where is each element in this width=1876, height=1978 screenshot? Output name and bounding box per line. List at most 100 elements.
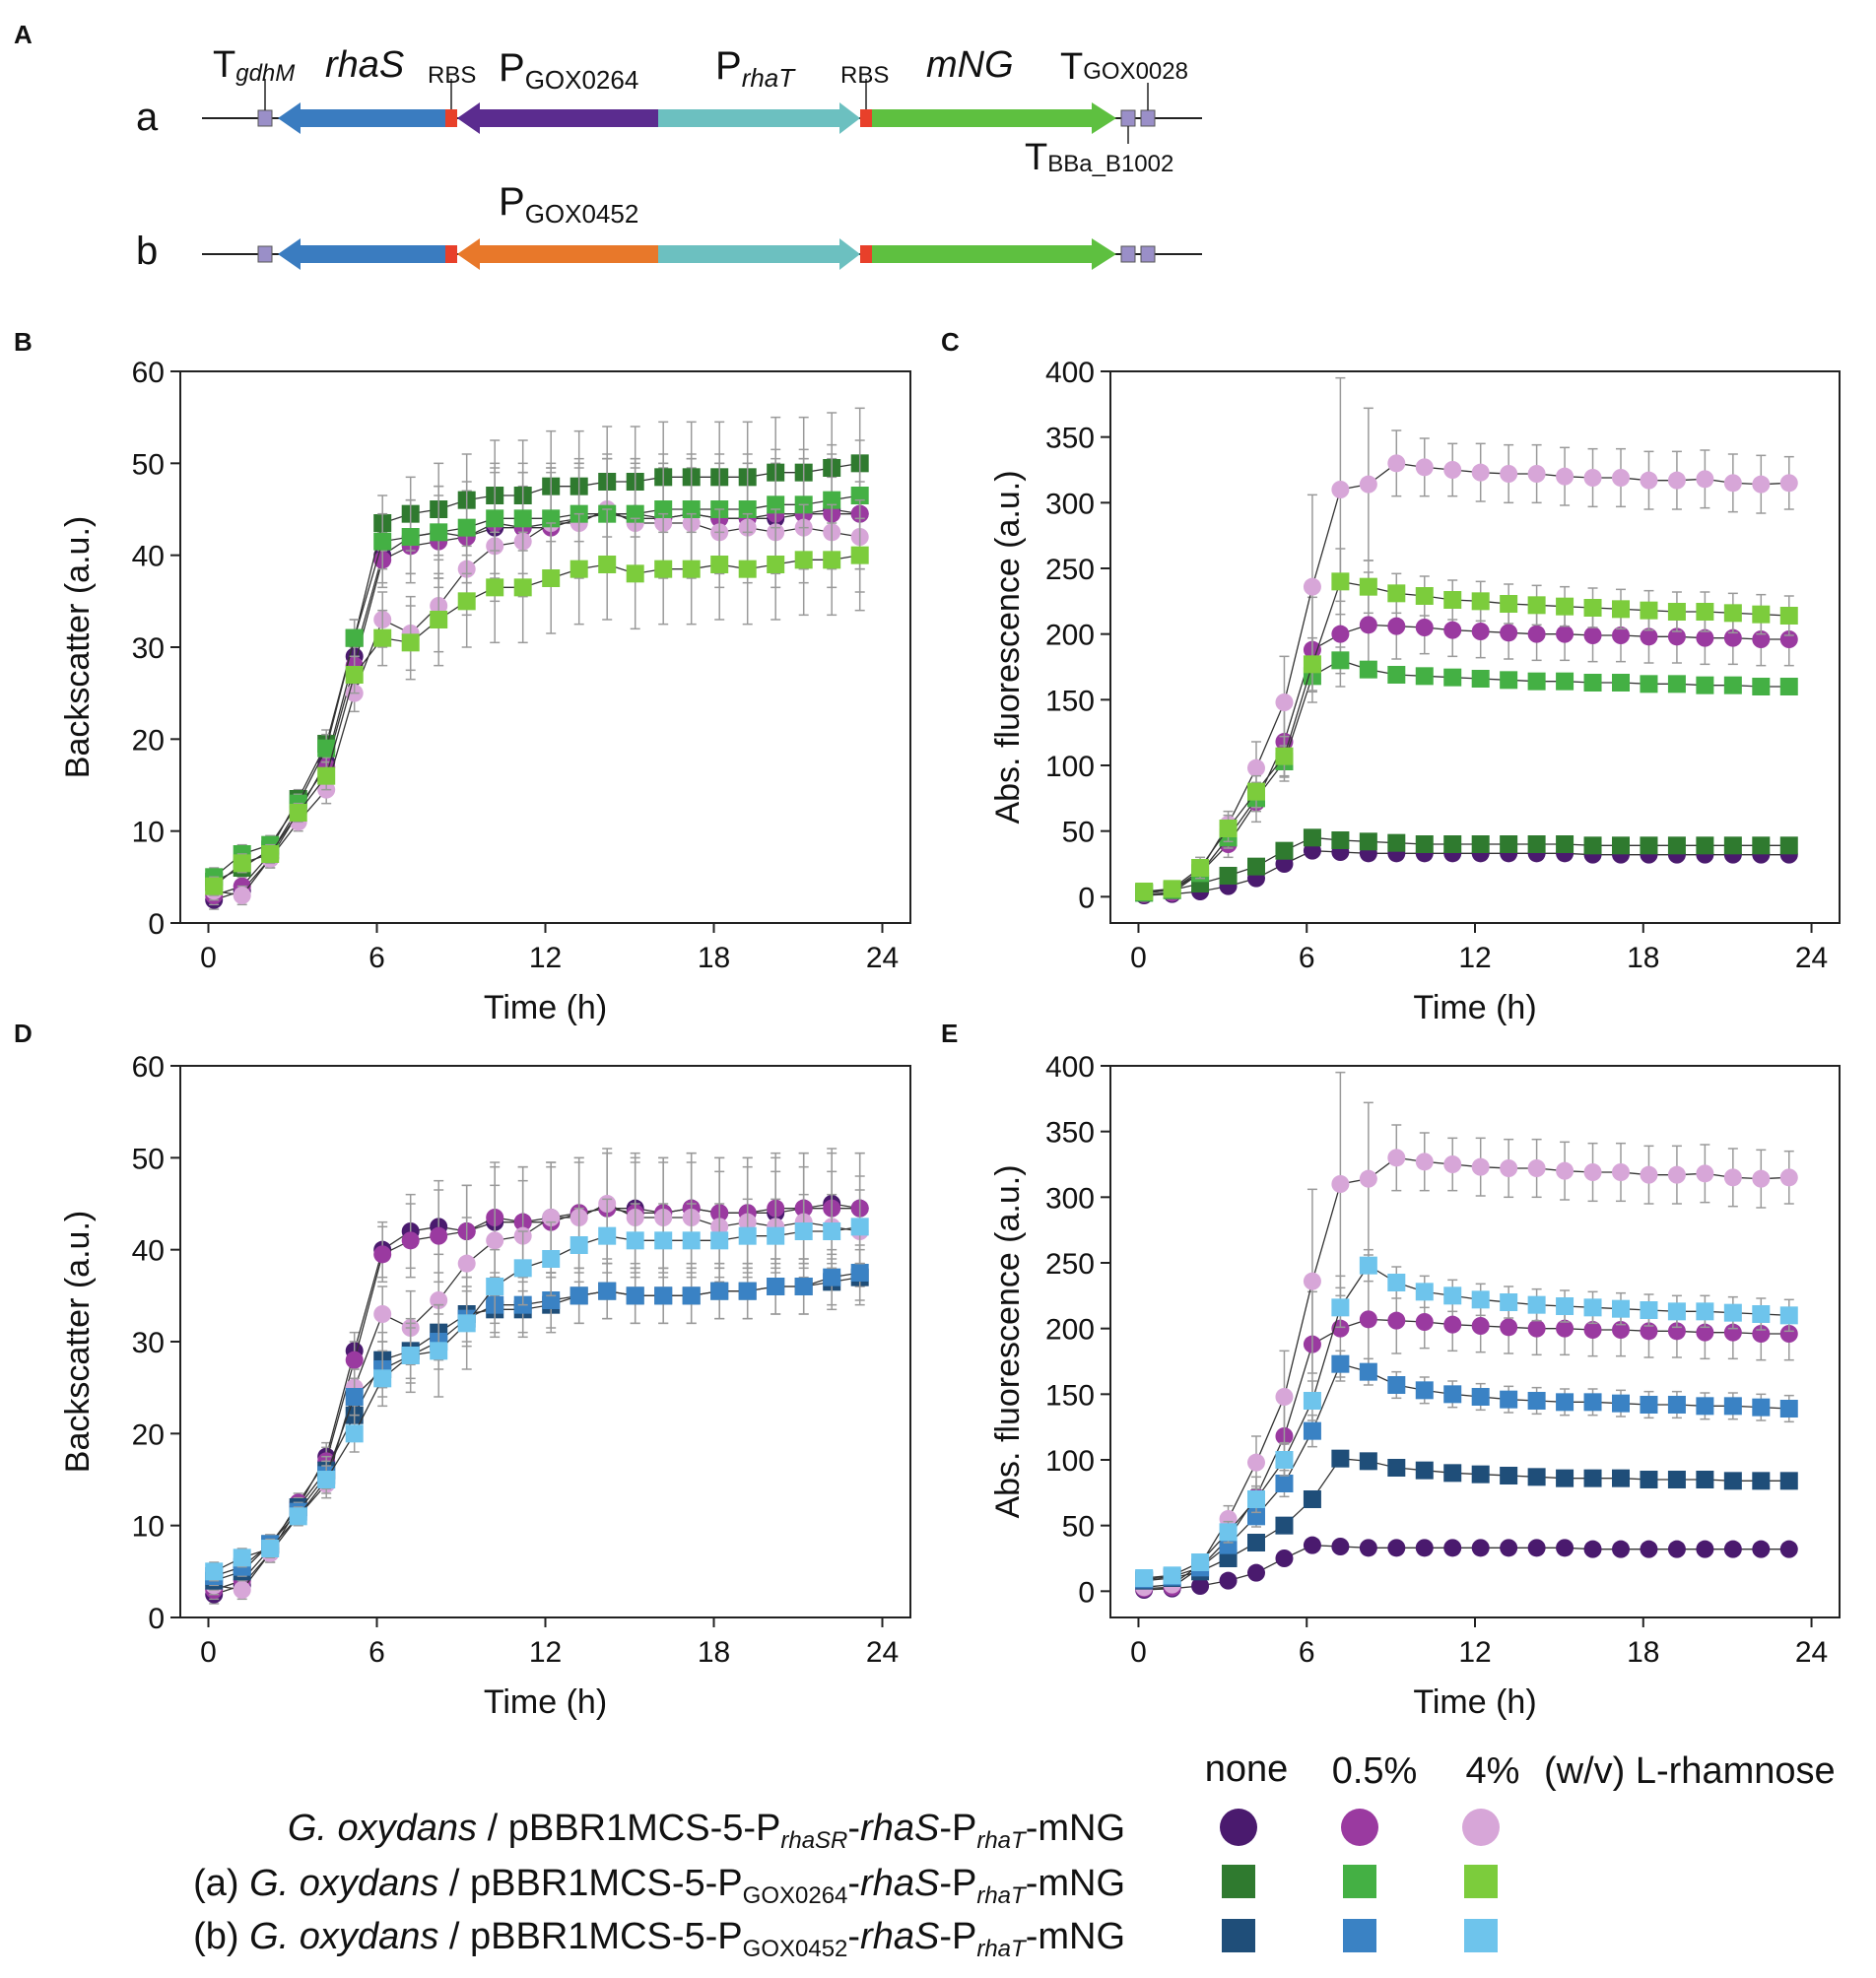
series-line xyxy=(1144,1362,1789,1580)
data-point xyxy=(1443,668,1462,687)
data-point xyxy=(1443,1464,1462,1483)
data-point xyxy=(1752,605,1771,624)
data-point xyxy=(1667,1540,1686,1558)
y-tick-label: 250 xyxy=(1045,554,1095,586)
data-point xyxy=(1640,1301,1658,1319)
panel-letter-a: A xyxy=(14,20,33,49)
data-point xyxy=(1247,782,1265,801)
data-point xyxy=(345,1424,364,1443)
y-tick-label: 0 xyxy=(1078,1576,1095,1609)
data-point xyxy=(1443,1286,1462,1305)
data-point xyxy=(430,523,448,542)
data-point xyxy=(1500,1318,1518,1337)
x-tick-label: 0 xyxy=(1130,942,1147,974)
data-point xyxy=(1443,1315,1462,1334)
data-point xyxy=(1612,1321,1630,1339)
data-point xyxy=(345,666,364,684)
data-point xyxy=(654,1231,673,1250)
legend-marker-a_none xyxy=(1222,1865,1255,1898)
construct-row-a-label: a xyxy=(136,96,159,139)
legend-header-none: none xyxy=(1205,1748,1289,1790)
data-point xyxy=(1415,458,1434,477)
data-point xyxy=(1583,1469,1602,1487)
x-tick-label: 18 xyxy=(698,942,730,974)
data-point xyxy=(1359,1362,1377,1381)
promoter-rhat-arrow-b xyxy=(658,238,860,270)
y-tick-label: 300 xyxy=(1045,1182,1095,1215)
series-ctrl_none xyxy=(205,453,869,910)
series-line xyxy=(214,1203,860,1591)
promoter-gox0264-arrow xyxy=(457,102,658,134)
data-point xyxy=(1779,474,1798,493)
data-point xyxy=(1331,1449,1350,1468)
data-point xyxy=(1331,1298,1350,1317)
y-tick-label: 100 xyxy=(1045,1445,1095,1478)
data-point xyxy=(1752,1472,1771,1490)
x-tick-label: 12 xyxy=(529,1636,562,1669)
series-ctrl_none xyxy=(205,1148,869,1605)
data-point xyxy=(1471,1157,1490,1176)
series-line xyxy=(213,555,860,888)
data-point xyxy=(1752,836,1771,855)
label-p-gox0264: PGOX0264 xyxy=(499,46,638,95)
series-line xyxy=(213,513,860,896)
data-point xyxy=(1500,1159,1518,1177)
data-point xyxy=(1640,836,1658,855)
x-tick-label: 12 xyxy=(1458,1636,1491,1669)
data-point xyxy=(1415,1461,1434,1480)
data-point xyxy=(1583,1321,1602,1339)
data-point xyxy=(1359,1256,1377,1275)
data-point xyxy=(1443,461,1462,479)
label-mng: mNG xyxy=(926,44,1014,86)
data-point xyxy=(1500,671,1518,690)
data-point xyxy=(1191,1553,1210,1571)
series-line xyxy=(213,1277,860,1582)
data-point xyxy=(738,1226,757,1245)
rhas-gene-arrow-b xyxy=(278,238,445,270)
data-point xyxy=(1612,836,1630,855)
series-b_none xyxy=(205,1248,869,1591)
data-point xyxy=(513,509,532,528)
data-point xyxy=(570,1236,588,1254)
data-point xyxy=(570,1286,588,1305)
data-point xyxy=(1331,651,1350,670)
series-line xyxy=(1144,836,1789,893)
data-point xyxy=(1331,481,1350,498)
data-point xyxy=(1696,603,1714,621)
data-point xyxy=(1667,1471,1686,1488)
data-point xyxy=(1723,1397,1742,1416)
series-ctrl_none xyxy=(1135,1536,1798,1599)
data-point xyxy=(1331,572,1350,591)
data-point xyxy=(1583,1163,1602,1181)
data-point xyxy=(1500,1293,1518,1311)
data-point xyxy=(823,1268,841,1286)
data-point xyxy=(1779,1306,1798,1325)
data-point xyxy=(430,1342,448,1360)
data-point xyxy=(373,1305,392,1323)
data-point xyxy=(1415,1283,1434,1301)
label-rbs-2: RBS xyxy=(840,62,889,89)
series-line xyxy=(213,1208,860,1591)
chart-panel-d: 0 6 12 18 24 0 10 20 30 40 50 60 Time (h) Backscatter… xyxy=(59,1051,911,1721)
legend-marker-ctrl_4 xyxy=(1462,1809,1500,1846)
data-point xyxy=(1612,1163,1630,1181)
data-point xyxy=(794,1222,813,1240)
data-point xyxy=(1556,597,1574,616)
data-point xyxy=(1527,1159,1546,1177)
data-point xyxy=(1303,577,1321,596)
data-point xyxy=(1163,880,1181,898)
series-b_4 xyxy=(1135,1248,1798,1587)
data-point xyxy=(1779,1325,1798,1343)
y-tick-label: 40 xyxy=(132,1235,165,1268)
data-point xyxy=(1443,1155,1462,1173)
data-point xyxy=(1359,1169,1377,1188)
data-point xyxy=(1303,1392,1321,1410)
rhas-gene-arrow-a xyxy=(278,102,445,134)
data-point xyxy=(1331,1354,1350,1373)
data-point xyxy=(1556,1319,1574,1338)
x-tick-label: 18 xyxy=(1627,1636,1659,1669)
data-point xyxy=(1696,1540,1714,1558)
data-point xyxy=(1696,470,1714,489)
data-point xyxy=(1415,587,1434,605)
data-point xyxy=(1331,625,1350,643)
